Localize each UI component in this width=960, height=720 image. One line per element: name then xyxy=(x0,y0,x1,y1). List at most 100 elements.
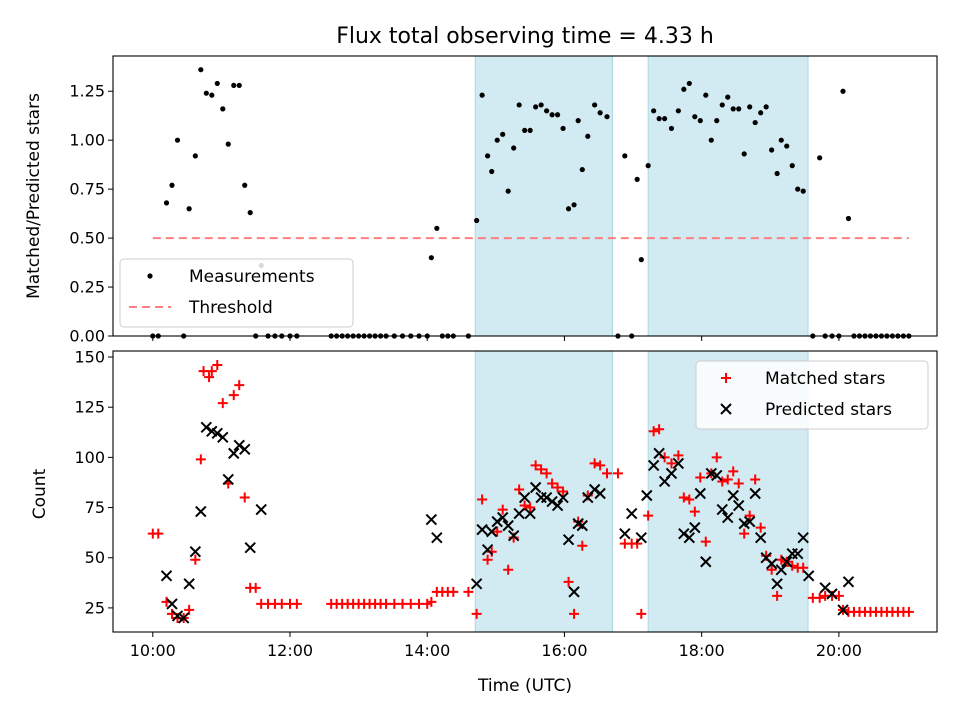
legend-label: Predicted stars xyxy=(765,400,892,420)
measurement-point xyxy=(651,108,657,114)
y-tick-label: 1.25 xyxy=(69,82,105,101)
matched-star-point xyxy=(563,576,574,587)
axes-frame xyxy=(112,350,938,633)
predicted-star-point xyxy=(166,598,178,610)
x-tick-label: 18:00 xyxy=(679,641,725,660)
predicted-star-point xyxy=(802,570,815,582)
matched-star-point xyxy=(536,464,547,475)
measurement-point xyxy=(645,163,651,169)
y-tick-label: 0.25 xyxy=(69,278,105,297)
predicted-star-point xyxy=(551,499,564,512)
matched-star-point xyxy=(601,468,612,479)
predicted-star-point xyxy=(502,519,514,532)
matched-star-point xyxy=(673,450,684,461)
measurement-point xyxy=(692,114,698,120)
matched-star-point xyxy=(153,528,164,539)
matched-star-point xyxy=(722,474,733,485)
measurement-point xyxy=(236,82,242,88)
predicted-star-point xyxy=(486,525,498,538)
measurement-point xyxy=(747,104,753,110)
matched-star-point xyxy=(239,492,250,503)
measurement-point xyxy=(203,90,209,96)
measurement-point xyxy=(516,102,522,108)
measurement-point xyxy=(656,116,662,122)
measurement-point xyxy=(708,137,714,143)
measurement-point xyxy=(817,155,823,161)
matched-star-point xyxy=(471,608,482,619)
measurement-point xyxy=(242,182,248,188)
measurement-point xyxy=(585,133,591,139)
predicted-star-point xyxy=(754,531,767,544)
measurement-point xyxy=(209,92,215,98)
measurement-point xyxy=(681,86,687,92)
matched-star-point xyxy=(448,586,459,597)
matched-star-point xyxy=(212,360,223,371)
measurement-point xyxy=(800,188,806,194)
matched-star-point xyxy=(654,424,665,435)
measurement-point xyxy=(434,225,440,231)
measurement-point xyxy=(714,118,720,124)
legend-swatch-x xyxy=(720,403,732,415)
measurement-point xyxy=(474,217,480,224)
y-tick-label: 100 xyxy=(74,448,105,467)
matched-star-point xyxy=(643,510,654,521)
matched-star-point xyxy=(728,466,739,477)
predicted-star-point xyxy=(160,570,173,582)
matched-star-point xyxy=(659,452,670,463)
matched-star-point xyxy=(291,598,302,609)
predicted-star-point xyxy=(771,578,783,590)
predicted-star-point xyxy=(200,421,213,433)
matched-star-point xyxy=(184,604,195,615)
matched-star-point xyxy=(787,560,798,571)
x-tick-label: 10:00 xyxy=(130,641,176,660)
predicted-star-point xyxy=(743,515,756,528)
predicted-star-point xyxy=(665,467,678,480)
matched-star-point xyxy=(636,608,647,619)
measurement-point xyxy=(505,188,511,194)
predicted-star-point xyxy=(431,531,443,544)
predicted-star-point xyxy=(683,531,696,544)
predicted-star-point xyxy=(700,556,712,568)
matched-star-point xyxy=(195,454,206,465)
predicted-star-point xyxy=(826,588,838,600)
chart-title: Flux total observing time = 4.33 h xyxy=(336,24,714,49)
panel-top: 0.00 0.25 0.50 0.75 1.00 1.25 Measurements Thre… xyxy=(69,55,938,346)
measurement-point xyxy=(575,118,581,124)
predicted-star-point xyxy=(195,505,207,518)
matched-star-point xyxy=(492,526,503,537)
matched-star-point xyxy=(689,506,700,517)
measurement-point xyxy=(479,92,485,98)
measurement-point xyxy=(675,108,681,114)
measurement-point xyxy=(500,131,506,137)
predicted-star-point xyxy=(529,481,542,494)
predicted-star-point xyxy=(727,489,739,502)
matched-star-point xyxy=(733,478,744,489)
predicted-star-point xyxy=(842,576,855,588)
matched-star-point xyxy=(250,582,261,593)
measurement-point xyxy=(840,88,846,94)
measurement-point xyxy=(220,106,226,112)
series-measurements xyxy=(150,67,912,339)
predicted-star-point xyxy=(678,527,690,540)
matched-star-point xyxy=(755,522,766,533)
predicted-star-point xyxy=(641,489,653,502)
predicted-star-point xyxy=(576,519,588,532)
matched-star-point xyxy=(744,510,755,521)
measurement-point xyxy=(554,112,561,118)
measurement-point xyxy=(604,114,610,120)
measurement-point xyxy=(225,141,231,147)
measurement-point xyxy=(845,215,852,222)
measurement-point xyxy=(511,145,517,151)
matched-star-point xyxy=(595,460,606,471)
predicted-star-point xyxy=(496,511,509,524)
matched-star-point xyxy=(426,596,437,607)
measurement-point xyxy=(214,80,220,87)
measurement-point xyxy=(789,163,795,169)
x-axis-label: Time (UTC) xyxy=(477,676,572,696)
matched-star-point xyxy=(190,554,201,565)
measurement-point xyxy=(186,206,192,212)
legend-swatch-plus xyxy=(721,373,731,383)
predicted-star-point xyxy=(255,503,267,516)
predicted-star-point xyxy=(481,543,494,556)
predicted-star-point xyxy=(749,487,761,500)
